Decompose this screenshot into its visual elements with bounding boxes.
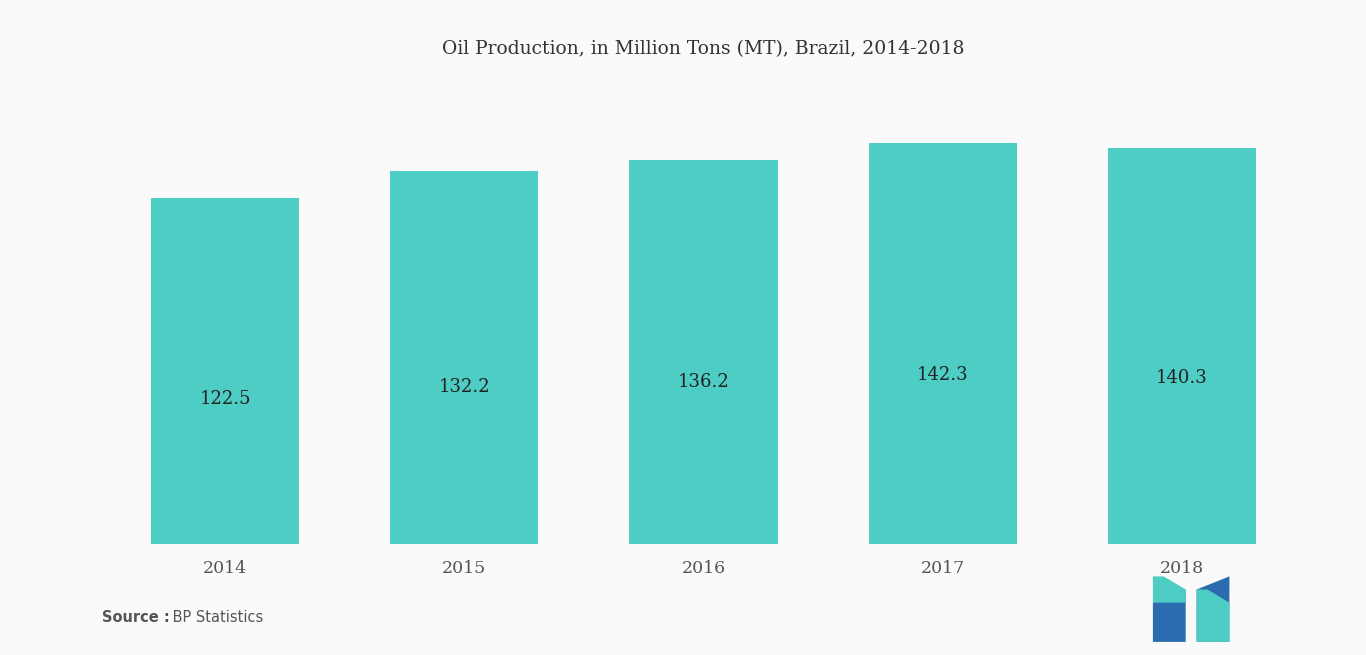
Text: 132.2: 132.2 [438,378,490,396]
Text: 122.5: 122.5 [199,390,251,407]
Title: Oil Production, in Million Tons (MT), Brazil, 2014-2018: Oil Production, in Million Tons (MT), Br… [443,39,964,58]
Bar [1108,148,1257,544]
Text: 136.2: 136.2 [678,373,729,392]
Bar [150,198,299,544]
Text: 142.3: 142.3 [917,366,968,384]
Polygon shape [1197,590,1229,642]
Text: Source :: Source : [102,610,171,626]
Bar [391,171,538,544]
Polygon shape [1153,590,1186,642]
Polygon shape [1197,576,1229,642]
Bar [869,143,1016,544]
Polygon shape [1153,576,1186,603]
Bar [630,160,777,544]
Text: 140.3: 140.3 [1156,369,1208,386]
Text: BP Statistics: BP Statistics [168,610,264,626]
